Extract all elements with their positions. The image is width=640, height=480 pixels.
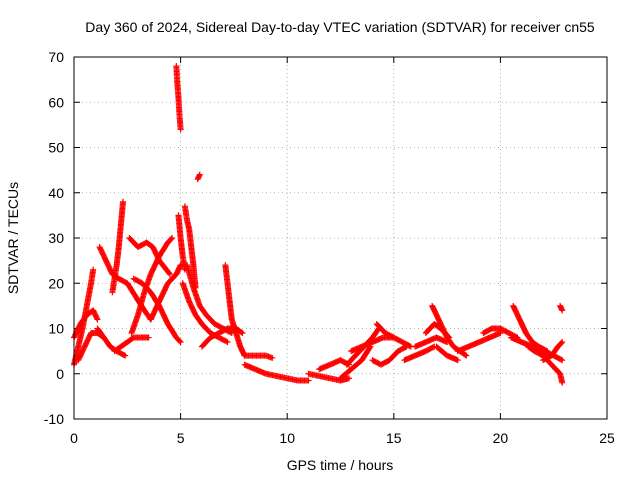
series-track-27: [369, 343, 410, 368]
series-track-07: [111, 334, 152, 355]
data-point: [120, 198, 127, 205]
x-tick-label: 15: [386, 430, 402, 446]
series-track-02: [71, 307, 101, 341]
series-track-21: [241, 361, 312, 384]
data-point: [94, 316, 101, 323]
series-track-34: [454, 330, 504, 355]
data-point: [238, 329, 245, 336]
series-track-18: [198, 325, 246, 350]
data-point: [168, 235, 175, 242]
series-track-19: [222, 262, 248, 359]
chart-title: Day 360 of 2024, Sidereal Day-to-day VTE…: [85, 19, 595, 35]
series-track-29: [401, 343, 438, 364]
data-point: [463, 352, 470, 359]
data-point: [454, 357, 461, 364]
grid: [74, 57, 607, 419]
series-track-05: [94, 325, 129, 359]
series-track-06: [109, 198, 127, 296]
y-tick-label: 50: [48, 140, 64, 156]
data-point: [176, 338, 183, 345]
data-point: [120, 352, 127, 359]
data-point: [177, 126, 184, 133]
plot-frame: [73, 56, 608, 420]
x-tick-label: 10: [279, 430, 295, 446]
data-point: [346, 375, 353, 382]
data-point: [196, 171, 203, 178]
data-point: [166, 271, 173, 278]
x-tick-label: 0: [70, 430, 78, 446]
x-tick-label: 5: [177, 430, 185, 446]
data-point: [305, 377, 312, 384]
data-point: [177, 339, 184, 346]
data-point: [166, 270, 173, 277]
data-point: [558, 356, 565, 363]
data-point: [239, 330, 246, 337]
y-tick-label: 70: [48, 49, 64, 65]
data-point: [169, 235, 176, 241]
x-tick-label: 25: [599, 430, 615, 446]
y-tick-label: 20: [48, 275, 64, 291]
series-track-32: [429, 302, 470, 359]
series-track-20: [241, 352, 276, 361]
data-point: [462, 351, 469, 358]
series-track-33: [433, 343, 461, 364]
y-tick-label: 0: [56, 366, 64, 382]
y-tick-label: 40: [48, 185, 64, 201]
series-track-28: [373, 320, 414, 350]
series-track-11: [147, 262, 184, 323]
data-point: [122, 352, 129, 359]
data-point: [269, 354, 276, 361]
series-track-04: [96, 244, 154, 323]
data-point: [558, 339, 565, 346]
series-track-12: [173, 63, 184, 133]
data-point: [559, 357, 566, 364]
data-point: [90, 266, 97, 273]
data-point: [406, 342, 413, 349]
series-track-13: [175, 212, 188, 273]
x-tick-label: 20: [493, 430, 509, 446]
data-point: [145, 334, 152, 341]
series-track-17: [194, 171, 203, 183]
data-points: [71, 63, 566, 386]
y-axis-label: SDTVAR / TECUs: [5, 182, 21, 294]
series-track-40: [557, 302, 566, 314]
data-point: [224, 339, 231, 346]
data-point: [227, 329, 234, 336]
axis-ticks: 0 5 10 15 20 25 -10 0 10 20 30 40 50 60 70: [44, 49, 615, 446]
series-track-24: [337, 343, 374, 382]
y-tick-label: -10: [44, 411, 64, 427]
y-tick-label: 10: [48, 321, 64, 337]
series-track-39: [540, 339, 566, 364]
y-tick-label: 60: [48, 94, 64, 110]
data-point: [223, 338, 230, 345]
data-point: [559, 307, 566, 314]
y-tick-label: 30: [48, 230, 64, 246]
x-axis-label: GPS time / hours: [287, 457, 394, 473]
data-point: [559, 339, 566, 346]
series-track-09: [128, 235, 176, 337]
series-track-14: [181, 203, 199, 291]
data-point: [559, 379, 566, 386]
series-track-16: [183, 262, 235, 337]
series-track-10: [130, 275, 184, 346]
